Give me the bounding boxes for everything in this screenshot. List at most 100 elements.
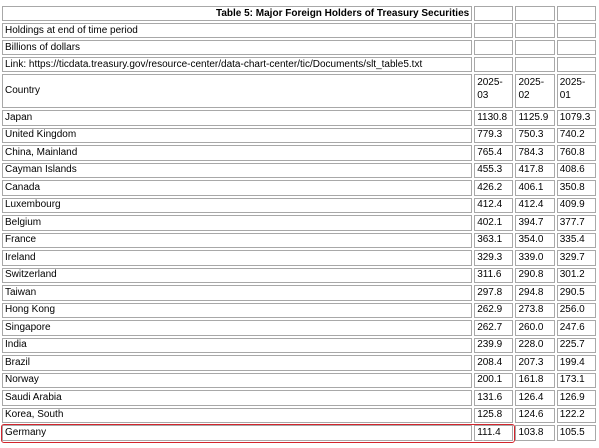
value-cell: 394.7 bbox=[515, 215, 555, 231]
value-cell: 412.4 bbox=[474, 197, 514, 213]
value-cell: 126.4 bbox=[515, 390, 555, 406]
period-year: 2025- bbox=[477, 77, 503, 88]
value-cell: 199.4 bbox=[556, 355, 596, 371]
country-cell: Cayman Islands bbox=[2, 162, 473, 178]
table-row: Hong Kong 262.9 273.8 256.0 bbox=[2, 302, 596, 318]
table-row: Belgium 402.1 394.7 377.7 bbox=[2, 215, 596, 231]
value-cell: 412.4 bbox=[515, 197, 555, 213]
table-row: Ireland 329.3 339.0 329.7 bbox=[2, 250, 596, 266]
country-cell: Brazil bbox=[2, 355, 473, 371]
value-cell: 124.6 bbox=[515, 407, 555, 423]
column-header-period: 2025- 03 bbox=[474, 74, 514, 108]
empty-cell bbox=[474, 6, 514, 21]
value-cell: 740.2 bbox=[556, 127, 596, 143]
country-cell: Saudi Arabia bbox=[2, 390, 473, 406]
country-cell: Switzerland bbox=[2, 267, 473, 283]
value-cell: 294.8 bbox=[515, 285, 555, 301]
value-cell: 350.8 bbox=[556, 180, 596, 196]
value-cell: 335.4 bbox=[556, 232, 596, 248]
country-cell: Luxembourg bbox=[2, 197, 473, 213]
note-units: Billions of dollars bbox=[2, 40, 473, 55]
empty-cell bbox=[556, 57, 596, 72]
country-cell: France bbox=[2, 232, 473, 248]
period-month: 01 bbox=[559, 90, 571, 101]
note-holdings: Holdings at end of time period bbox=[2, 23, 473, 38]
empty-cell bbox=[515, 23, 555, 38]
value-cell: 408.6 bbox=[556, 162, 596, 178]
table-row: Canada 426.2 406.1 350.8 bbox=[2, 180, 596, 196]
country-cell: Korea, South bbox=[2, 407, 473, 423]
country-cell: Japan bbox=[2, 110, 473, 126]
table-row: Luxembourg 412.4 412.4 409.9 bbox=[2, 197, 596, 213]
empty-cell bbox=[515, 6, 555, 21]
table-row: Saudi Arabia 131.6 126.4 126.9 bbox=[2, 390, 596, 406]
country-cell: Hong Kong bbox=[2, 302, 473, 318]
country-cell: Canada bbox=[2, 180, 473, 196]
value-cell: 297.8 bbox=[474, 285, 514, 301]
country-cell: Germany bbox=[2, 425, 473, 441]
value-cell: 784.3 bbox=[515, 145, 555, 161]
value-cell: 262.7 bbox=[474, 320, 514, 336]
value-cell: 409.9 bbox=[556, 197, 596, 213]
value-cell: 417.8 bbox=[515, 162, 555, 178]
value-cell: 339.0 bbox=[515, 250, 555, 266]
empty-cell bbox=[515, 57, 555, 72]
value-cell: 200.1 bbox=[474, 372, 514, 388]
value-cell: 406.1 bbox=[515, 180, 555, 196]
value-cell: 426.2 bbox=[474, 180, 514, 196]
value-cell: 760.8 bbox=[556, 145, 596, 161]
country-cell: China, Mainland bbox=[2, 145, 473, 161]
value-cell: 1125.9 bbox=[515, 110, 555, 126]
empty-cell bbox=[556, 23, 596, 38]
value-cell: 228.0 bbox=[515, 337, 555, 353]
country-cell: Belgium bbox=[2, 215, 473, 231]
value-cell: 131.6 bbox=[474, 390, 514, 406]
value-cell: 402.1 bbox=[474, 215, 514, 231]
table-row: France 363.1 354.0 335.4 bbox=[2, 232, 596, 248]
value-cell: 111.4 bbox=[474, 425, 514, 441]
value-cell: 122.2 bbox=[556, 407, 596, 423]
table-title: Table 5: Major Foreign Holders of Treasu… bbox=[2, 6, 473, 21]
empty-cell bbox=[474, 40, 514, 55]
value-cell: 290.5 bbox=[556, 285, 596, 301]
value-cell: 779.3 bbox=[474, 127, 514, 143]
table-row: United Kingdom 779.3 750.3 740.2 bbox=[2, 127, 596, 143]
table-row: Norway 200.1 161.8 173.1 bbox=[2, 372, 596, 388]
value-cell: 329.3 bbox=[474, 250, 514, 266]
period-year: 2025- bbox=[559, 77, 586, 88]
period-month: 02 bbox=[518, 90, 530, 101]
country-cell: United Kingdom bbox=[2, 127, 473, 143]
value-cell: 262.9 bbox=[474, 302, 514, 318]
table-row: Germany 111.4 103.8 105.5 bbox=[2, 425, 596, 441]
empty-cell bbox=[556, 40, 596, 55]
country-cell: Norway bbox=[2, 372, 473, 388]
value-cell: 125.8 bbox=[474, 407, 514, 423]
holders-table: Table 5: Major Foreign Holders of Treasu… bbox=[0, 4, 598, 443]
empty-cell bbox=[556, 6, 596, 21]
table-row: Singapore 262.7 260.0 247.6 bbox=[2, 320, 596, 336]
table-row: Brazil 208.4 207.3 199.4 bbox=[2, 355, 596, 371]
empty-cell bbox=[474, 57, 514, 72]
table-row: Japan 1130.8 1125.9 1079.3 bbox=[2, 110, 596, 126]
table-row: Korea, South 125.8 124.6 122.2 bbox=[2, 407, 596, 423]
value-cell: 247.6 bbox=[556, 320, 596, 336]
value-cell: 260.0 bbox=[515, 320, 555, 336]
column-header-period: 2025- 02 bbox=[515, 74, 555, 108]
value-cell: 239.9 bbox=[474, 337, 514, 353]
table-row: India 239.9 228.0 225.7 bbox=[2, 337, 596, 353]
country-cell: Taiwan bbox=[2, 285, 473, 301]
value-cell: 311.6 bbox=[474, 267, 514, 283]
empty-cell bbox=[474, 23, 514, 38]
value-cell: 126.9 bbox=[556, 390, 596, 406]
value-cell: 207.3 bbox=[515, 355, 555, 371]
table-row: Cayman Islands 455.3 417.8 408.6 bbox=[2, 162, 596, 178]
country-cell: Singapore bbox=[2, 320, 473, 336]
value-cell: 208.4 bbox=[474, 355, 514, 371]
value-cell: 290.8 bbox=[515, 267, 555, 283]
note-link[interactable]: Link: https://ticdata.treasury.gov/resou… bbox=[2, 57, 473, 72]
value-cell: 455.3 bbox=[474, 162, 514, 178]
period-year: 2025- bbox=[518, 77, 545, 88]
value-cell: 1130.8 bbox=[474, 110, 514, 126]
value-cell: 225.7 bbox=[556, 337, 596, 353]
value-cell: 765.4 bbox=[474, 145, 514, 161]
